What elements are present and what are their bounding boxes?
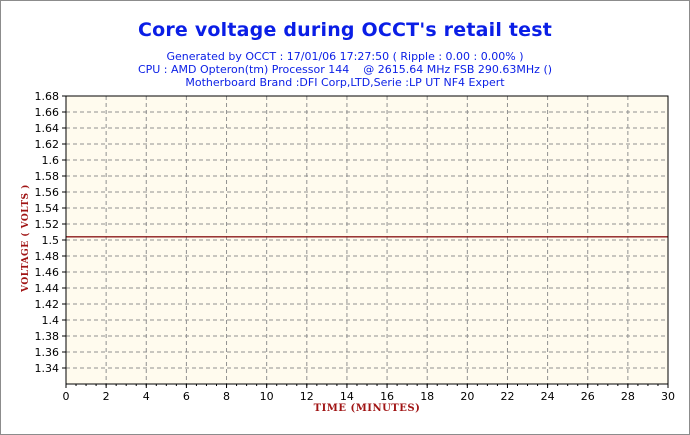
y-tick-label: 1.68 xyxy=(35,90,60,103)
x-axis-label: TIME (MINUTES) xyxy=(313,403,421,414)
y-tick-label: 1.34 xyxy=(35,362,60,375)
x-tick-label: 18 xyxy=(420,390,434,403)
y-tick-label: 1.48 xyxy=(35,250,60,263)
y-tick-label: 1.56 xyxy=(35,186,60,199)
y-tick-label: 1.46 xyxy=(35,266,60,279)
y-tick-label: 1.62 xyxy=(35,138,60,151)
chart-subtitle-motherboard: Motherboard Brand :DFI Corp,LTD,Serie :L… xyxy=(185,76,505,89)
y-tick-label: 1.42 xyxy=(35,298,60,311)
x-tick-label: 12 xyxy=(300,390,314,403)
y-tick-label: 1.64 xyxy=(35,122,60,135)
x-tick-label: 28 xyxy=(621,390,635,403)
chart-subtitle-cpu: CPU : AMD Opteron(tm) Processor 144 @ 26… xyxy=(137,63,553,76)
x-tick-label: 26 xyxy=(581,390,595,403)
chart-subtitle-generated: Generated by OCCT : 17/01/06 17:27:50 ( … xyxy=(166,50,524,63)
chart-title: Core voltage during OCCT's retail test xyxy=(137,19,553,41)
x-tick-label: 2 xyxy=(103,390,110,403)
y-axis-label: VOLTAGE ( VOLTS ) xyxy=(21,184,31,292)
x-tick-label: 14 xyxy=(340,390,354,403)
plot-border xyxy=(65,95,669,385)
y-tick-label: 1.66 xyxy=(35,106,60,119)
x-tick-label: 22 xyxy=(500,390,514,403)
y-tick-label: 1.4 xyxy=(42,314,60,327)
x-tick-label: 10 xyxy=(260,390,274,403)
x-tick-label: 0 xyxy=(63,390,70,403)
y-tick-label: 1.36 xyxy=(35,346,60,359)
x-tick-label: 4 xyxy=(143,390,150,403)
y-tick-label: 1.5 xyxy=(42,234,60,247)
y-tick-label: 1.58 xyxy=(35,170,60,183)
x-tick-label: 20 xyxy=(460,390,474,403)
x-tick-label: 24 xyxy=(541,390,555,403)
x-tick-label: 16 xyxy=(380,390,394,403)
x-tick-label: 8 xyxy=(223,390,230,403)
y-tick-label: 1.54 xyxy=(35,202,60,215)
y-tick-label: 1.52 xyxy=(35,218,60,231)
y-tick-label: 1.38 xyxy=(35,330,60,343)
y-tick-label: 1.6 xyxy=(42,154,60,167)
y-tick-label: 1.44 xyxy=(35,282,60,295)
x-tick-label: 30 xyxy=(661,390,675,403)
x-tick-label: 6 xyxy=(183,390,190,403)
